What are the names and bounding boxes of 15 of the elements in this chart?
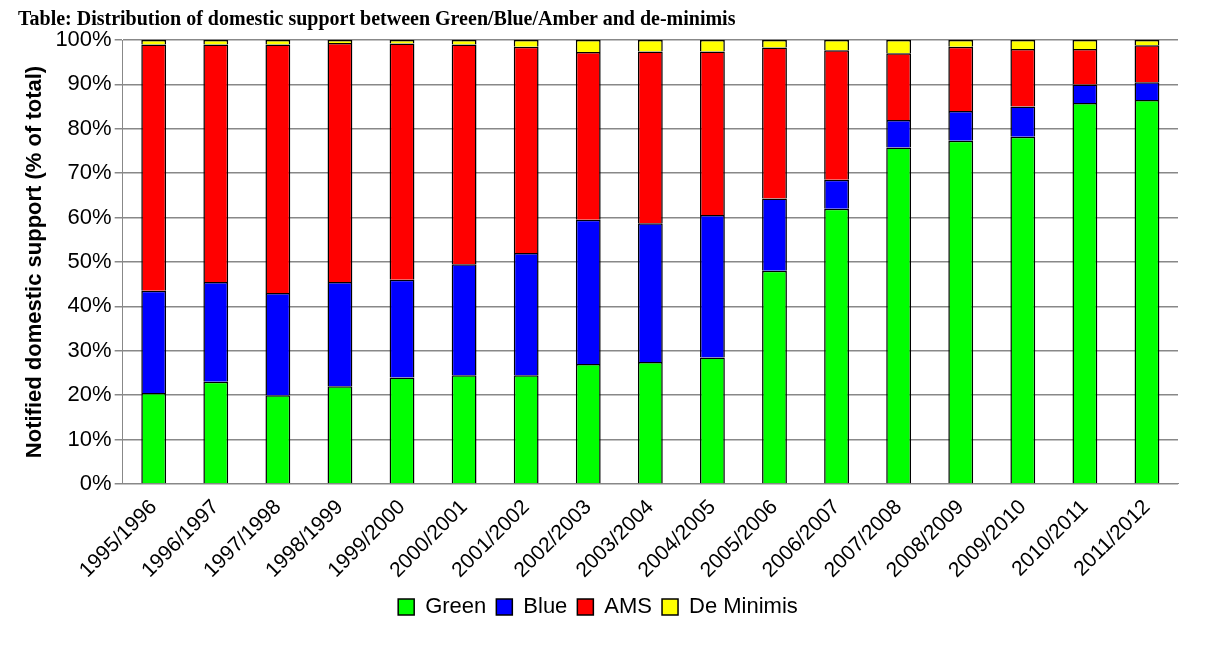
y-tick-label: 10% xyxy=(67,425,112,451)
y-tick-label: 60% xyxy=(67,203,112,229)
y-tick-label: 50% xyxy=(67,248,112,274)
y-tick-label: 80% xyxy=(67,114,112,140)
legend-label: De Minimis xyxy=(689,593,798,619)
y-axis-title: Notified domestic support (% of total) xyxy=(21,65,47,459)
y-tick-label: 90% xyxy=(67,70,112,96)
y-tick-label: 40% xyxy=(67,292,112,318)
legend-label: Blue xyxy=(523,593,568,619)
legend-label: AMS xyxy=(604,593,653,619)
y-tick-label: 0% xyxy=(79,470,112,496)
y-tick-label: 30% xyxy=(67,336,112,362)
legend-label: Green xyxy=(425,593,487,619)
y-tick-label: 20% xyxy=(67,381,112,407)
y-tick-label: 70% xyxy=(67,159,112,185)
